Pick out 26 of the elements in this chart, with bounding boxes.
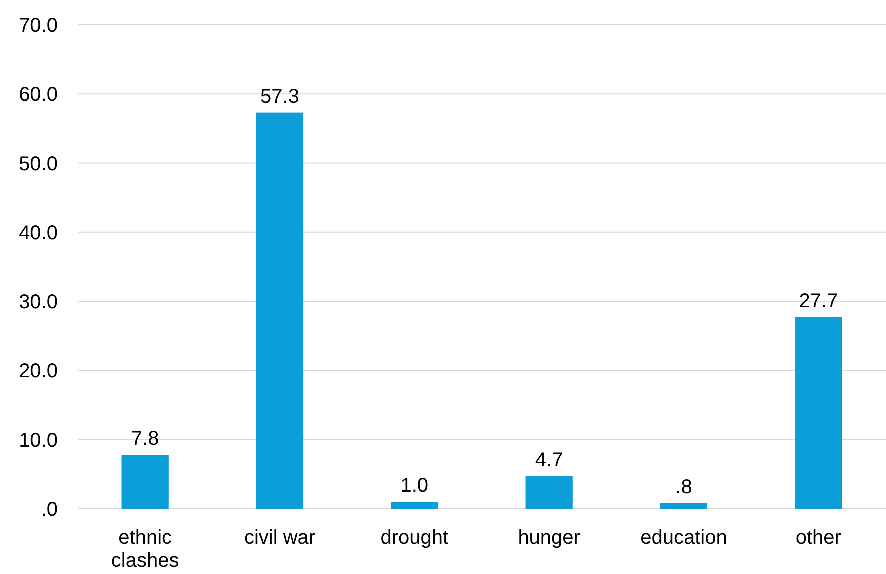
x-tick-label: hunger [518, 527, 581, 549]
y-tick-label: 30.0 [19, 292, 58, 314]
bar [526, 476, 573, 509]
bar [256, 112, 304, 509]
data-label: 4.7 [535, 450, 564, 472]
bar [391, 502, 438, 509]
bar [795, 317, 842, 509]
x-tick-label: civil war [244, 527, 316, 549]
y-tick-label: 20.0 [19, 360, 58, 383]
x-tick-label: ethnic clashes [111, 527, 180, 572]
data-label: 7.8 [131, 428, 160, 450]
data-label: .8 [676, 476, 692, 498]
y-tick-label: 40.0 [19, 222, 58, 244]
data-label: 1.0 [400, 475, 429, 498]
y-tick-label: 70.0 [19, 15, 58, 37]
data-label: 57.3 [260, 86, 300, 108]
y-tick-label: 10.0 [19, 430, 58, 452]
x-tick-label: drought [380, 527, 450, 549]
y-tick-label: 60.0 [19, 84, 58, 106]
x-tick-label: education [640, 527, 728, 549]
y-tick-label: 50.0 [19, 153, 58, 176]
bar [122, 455, 169, 509]
y-tick-label: .0 [41, 499, 58, 521]
data-label: 27.7 [799, 290, 838, 312]
x-tick-label: other [796, 527, 842, 549]
bar [660, 503, 708, 509]
